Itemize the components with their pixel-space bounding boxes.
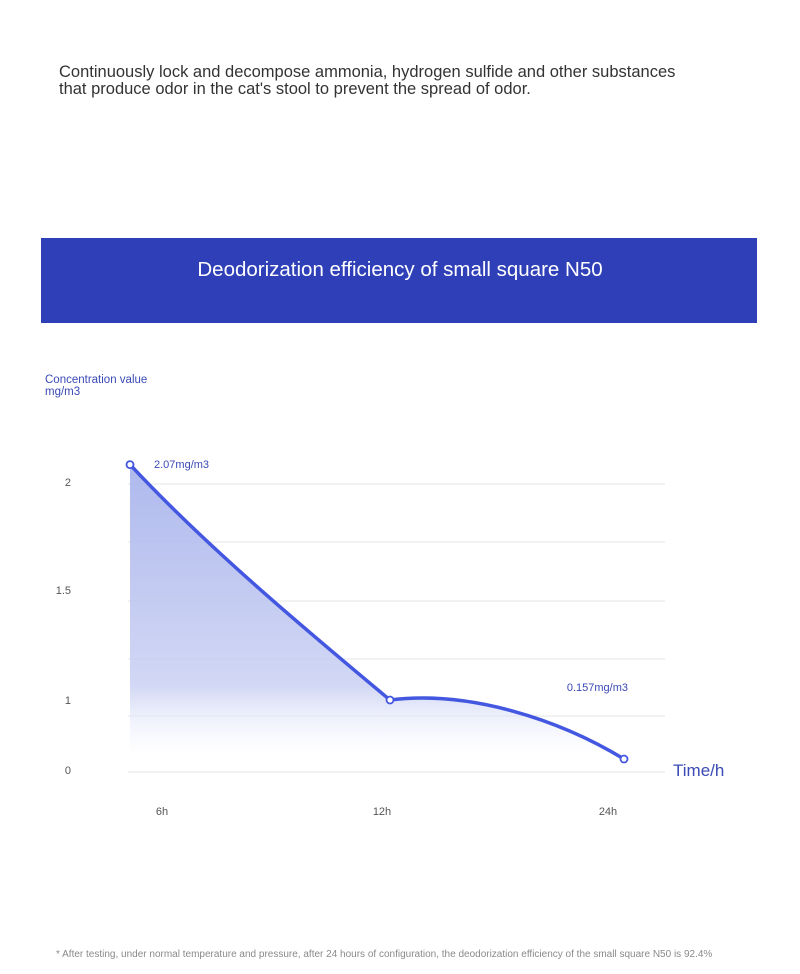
area-fill-layer xyxy=(130,464,624,760)
data-label: 2.07mg/m3 xyxy=(154,459,209,471)
chart-title: Deodorization efficiency of small square… xyxy=(197,258,603,281)
intro-text: Continuously lock and decompose ammonia,… xyxy=(59,63,676,98)
x-tick-label: 24h xyxy=(599,806,617,818)
data-point xyxy=(125,460,135,470)
series-line xyxy=(128,462,626,761)
y-axis-title: Concentration value mg/m3 xyxy=(45,374,148,398)
axis-text-layer: 2 1.5 1 0 6h 12h 24h Time/h 2.07mg/m3 0.157mg/m3 xyxy=(56,459,725,818)
data-label: 0.157mg/m3 xyxy=(567,682,628,694)
data-point xyxy=(619,754,629,764)
chart-title-banner xyxy=(41,238,757,323)
data-point xyxy=(385,695,395,705)
y-tick-label: 2 xyxy=(65,477,71,489)
x-tick-label: 6h xyxy=(156,806,168,818)
data-points-layer xyxy=(125,460,629,764)
y-tick-label: 1 xyxy=(65,695,71,707)
area-fill xyxy=(130,464,624,760)
footnote-text: * After testing, under normal temperatur… xyxy=(56,949,713,960)
y-tick-label: 0 xyxy=(65,765,71,777)
x-axis-title: Time/h xyxy=(673,761,724,780)
y-tick-label: 1.5 xyxy=(56,585,71,597)
x-tick-label: 12h xyxy=(373,806,391,818)
series-line-layer xyxy=(128,462,626,761)
